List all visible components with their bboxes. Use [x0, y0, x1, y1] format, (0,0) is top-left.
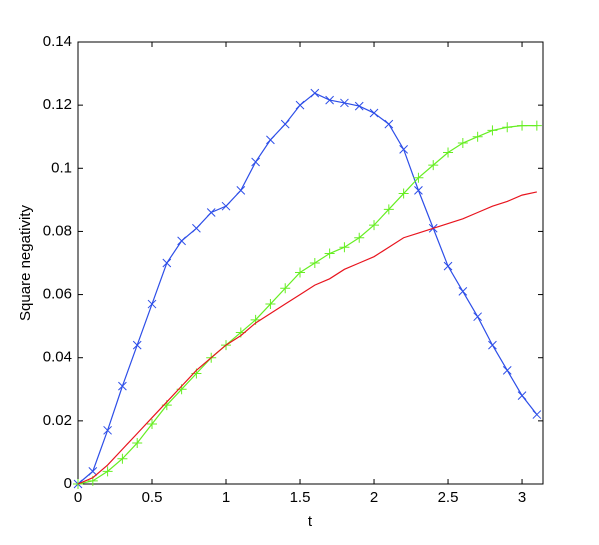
x-axis-label: t: [308, 513, 313, 530]
plot-frame: [77, 41, 544, 485]
data-marker: [221, 201, 231, 211]
data-marker: [502, 122, 513, 133]
data-marker: [531, 120, 542, 131]
data-marker: [266, 135, 275, 145]
data-marker: [295, 267, 306, 278]
data-marker: [310, 88, 320, 98]
x-tick-label: 2.5: [438, 489, 459, 506]
data-marker: [325, 95, 334, 105]
data-marker: [324, 248, 335, 259]
data-marker: [339, 242, 350, 253]
data-marker: [340, 98, 349, 108]
data-marker: [517, 391, 527, 400]
data-marker: [384, 119, 394, 129]
x-tick-label: 1: [222, 489, 230, 506]
y-tick-label: 0.02: [43, 412, 72, 429]
data-marker: [517, 120, 528, 131]
x-tick-label: 1.5: [290, 489, 311, 506]
data-marker: [354, 232, 365, 243]
y-tick-label: 0.1: [51, 159, 72, 176]
data-marker: [192, 223, 201, 233]
y-tick-label: 0.06: [43, 286, 72, 303]
data-marker: [443, 261, 453, 271]
data-marker: [295, 100, 305, 110]
data-marker: [398, 188, 409, 199]
data-marker: [488, 340, 497, 350]
data-marker: [280, 119, 290, 129]
data-marker: [457, 138, 468, 149]
data-marker: [177, 236, 186, 246]
x-tick-label: 3: [518, 489, 526, 506]
series-line: [77, 191, 537, 485]
series-line: [77, 125, 537, 485]
data-marker: [413, 172, 424, 183]
data-marker: [147, 299, 157, 309]
data-marker: [443, 147, 454, 158]
data-marker: [309, 258, 320, 268]
data-marker: [369, 220, 380, 231]
y-tick-label: 0.14: [43, 33, 72, 50]
data-marker: [399, 144, 408, 154]
data-marker: [132, 437, 143, 448]
data-marker: [487, 125, 498, 136]
y-tick-label: 0.12: [43, 96, 72, 113]
data-marker: [251, 157, 260, 167]
data-marker: [117, 453, 128, 464]
data-marker: [103, 425, 112, 435]
y-tick-label: 0.04: [43, 349, 72, 366]
y-axis-label: Square negativity: [17, 205, 34, 321]
data-marker: [102, 466, 113, 477]
data-marker: [236, 186, 246, 195]
data-marker: [369, 108, 379, 118]
series-line: [77, 92, 538, 485]
data-marker: [472, 131, 483, 142]
data-marker: [147, 419, 158, 430]
data-marker: [428, 160, 439, 171]
data-marker: [88, 467, 98, 476]
data-marker: [383, 204, 394, 215]
data-marker: [118, 381, 127, 391]
data-marker: [458, 287, 468, 296]
y-tick-label: 0.08: [43, 222, 72, 239]
x-tick-label: 0: [74, 489, 82, 506]
data-marker: [414, 186, 423, 195]
data-marker: [354, 101, 364, 111]
data-marker: [206, 208, 216, 217]
data-marker: [280, 283, 291, 294]
data-marker: [132, 340, 142, 350]
data-marker: [162, 258, 172, 268]
x-tick-label: 0.5: [142, 489, 163, 506]
x-tick-label: 2: [370, 489, 378, 506]
data-marker: [265, 299, 276, 310]
data-marker: [532, 410, 542, 419]
data-marker: [502, 365, 512, 375]
data-marker: [473, 312, 482, 322]
y-tick-label: 0: [64, 475, 72, 492]
